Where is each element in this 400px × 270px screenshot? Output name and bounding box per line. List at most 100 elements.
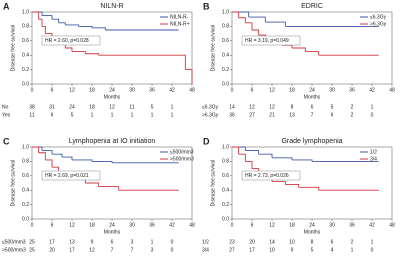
x-axis-label: Months bbox=[104, 94, 121, 100]
risk-count: 1 bbox=[171, 112, 174, 118]
risk-count: 27 bbox=[249, 112, 255, 118]
survival-step bbox=[42, 15, 53, 20]
x-tick-label: 6 bbox=[51, 87, 54, 93]
survival-step bbox=[305, 51, 320, 56]
risk-count: 18 bbox=[89, 104, 95, 110]
survival-step bbox=[248, 16, 266, 23]
legend-label: ≤6.3Gy bbox=[370, 14, 387, 20]
survival-step bbox=[32, 11, 40, 20]
x-axis-label: Months bbox=[304, 229, 321, 235]
risk-count: 1 bbox=[111, 112, 114, 118]
risk-count: 2 bbox=[351, 239, 354, 245]
survival-step bbox=[85, 53, 100, 56]
risk-row-label: >500/mm3 bbox=[2, 247, 26, 253]
x-tick-label: 12 bbox=[269, 87, 275, 93]
risk-count: 20 bbox=[49, 247, 55, 253]
x-tick-label: 42 bbox=[169, 87, 175, 93]
risk-count: 7 bbox=[131, 247, 134, 253]
y-axis-label: Disease free survival bbox=[210, 25, 216, 71]
y-tick-label: 0.2 bbox=[222, 67, 229, 73]
survival-step bbox=[245, 160, 253, 169]
x-tick-label: 30 bbox=[329, 87, 335, 93]
y-tick-label: 1.0 bbox=[222, 144, 229, 150]
risk-count: 5 bbox=[71, 112, 74, 118]
risk-row-label: ≤500/mm3 bbox=[2, 239, 26, 245]
survival-step bbox=[292, 47, 306, 52]
x-tick-label: 24 bbox=[109, 222, 115, 228]
risk-count: 6 bbox=[331, 239, 334, 245]
survival-step bbox=[32, 146, 40, 153]
y-axis-label: Disease free survival bbox=[10, 25, 16, 71]
risk-count: 23 bbox=[229, 239, 235, 245]
annotation-box bbox=[41, 35, 101, 46]
risk-count: 13 bbox=[69, 239, 75, 245]
risk-count: 6 bbox=[331, 112, 334, 118]
annotation: HR = 2.73, p=0.026 bbox=[245, 173, 289, 179]
annotation-box bbox=[241, 170, 301, 181]
annotation-box bbox=[41, 170, 101, 181]
risk-count: 0 bbox=[371, 247, 374, 253]
survival-step bbox=[45, 159, 53, 168]
x-tick-label: 42 bbox=[369, 87, 375, 93]
annotation: HR = 2.69, p=0.021 bbox=[45, 173, 89, 179]
legend-label: 3/4 bbox=[370, 156, 377, 162]
y-tick-label: 0.0 bbox=[22, 81, 29, 87]
risk-count: 17 bbox=[69, 247, 75, 253]
risk-count: 21 bbox=[269, 112, 275, 118]
risk-count: 6 bbox=[51, 112, 54, 118]
panel-letter: C bbox=[3, 136, 10, 146]
survival-step bbox=[238, 153, 246, 162]
x-tick-label: 0 bbox=[231, 87, 234, 93]
risk-count: 10 bbox=[269, 247, 275, 253]
risk-count: 11 bbox=[29, 112, 34, 118]
risk-count: 36 bbox=[229, 112, 235, 118]
y-tick-label: 0.0 bbox=[222, 81, 229, 87]
panel-title: Lymphopenia at IO initiation bbox=[69, 138, 156, 145]
risk-count: 1 bbox=[131, 112, 134, 118]
y-tick-label: 0.4 bbox=[22, 188, 29, 194]
risk-count: 11 bbox=[129, 104, 134, 110]
survival-step bbox=[78, 25, 93, 28]
risk-count: 24 bbox=[69, 104, 75, 110]
risk-row-label: >6.3Gy bbox=[202, 112, 219, 118]
risk-count: 20 bbox=[249, 239, 255, 245]
legend-label: >500/mm3 bbox=[170, 156, 194, 162]
risk-row-label: No bbox=[2, 104, 9, 110]
risk-count: 25 bbox=[29, 239, 35, 245]
survival-step bbox=[65, 24, 80, 27]
y-tick-label: 0.6 bbox=[222, 38, 229, 44]
y-axis-label: Disease free survival bbox=[10, 160, 16, 206]
annotation-box bbox=[241, 35, 301, 46]
x-tick-label: 48 bbox=[389, 87, 395, 93]
risk-count: 7 bbox=[111, 247, 114, 253]
x-tick-label: 18 bbox=[89, 222, 95, 228]
risk-count: 12 bbox=[89, 247, 95, 253]
survival-step bbox=[65, 47, 73, 52]
plot-frame bbox=[31, 11, 193, 85]
risk-count: 6 bbox=[111, 239, 114, 245]
x-tick-label: 36 bbox=[149, 87, 155, 93]
risk-count: 17 bbox=[49, 239, 55, 245]
risk-count: 13 bbox=[289, 112, 295, 118]
survival-step bbox=[72, 51, 86, 54]
risk-count: 14 bbox=[229, 104, 235, 110]
plot-frame bbox=[231, 146, 393, 220]
risk-count: 7 bbox=[311, 112, 314, 118]
survival-step bbox=[98, 186, 120, 191]
risk-count: 12 bbox=[109, 104, 115, 110]
risk-count: 1 bbox=[371, 239, 374, 245]
survival-step bbox=[292, 159, 313, 162]
x-axis-label: Months bbox=[104, 229, 121, 235]
y-tick-label: 0.8 bbox=[222, 24, 229, 30]
survival-step bbox=[272, 157, 293, 160]
risk-count: 6 bbox=[311, 104, 314, 110]
y-tick-label: 1.0 bbox=[222, 9, 229, 15]
risk-count: 8 bbox=[311, 239, 314, 245]
risk-count: 2 bbox=[351, 112, 354, 118]
survival-step bbox=[298, 186, 320, 191]
panel-title: EDRIC bbox=[301, 3, 323, 10]
panel-letter: D bbox=[203, 136, 210, 146]
x-tick-label: 18 bbox=[89, 87, 95, 93]
risk-count: 1 bbox=[151, 239, 154, 245]
